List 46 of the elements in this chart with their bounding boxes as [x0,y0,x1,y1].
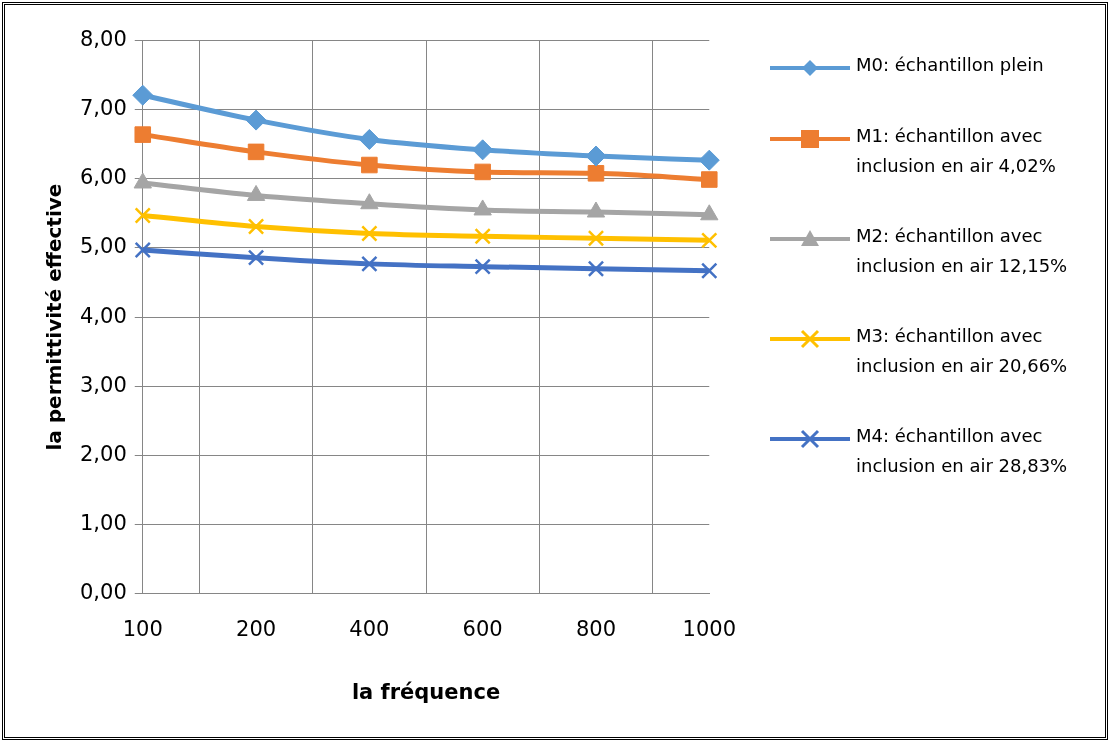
y-tick-label: 8,00 [79,27,127,52]
point [134,207,152,224]
legend-label: M3: échantillon avec inclusion en air 20,66% [856,324,1069,378]
legend-label: M1: échantillon avec inclusion en air 4,02% [856,124,1057,178]
point [701,171,718,188]
y-tick-label: 4,00 [79,303,127,328]
point [247,218,265,235]
point [134,241,152,259]
point [358,128,380,150]
x-tick-label: 800 [575,616,617,641]
x-tick-label: 200 [236,616,277,641]
point [361,156,378,174]
point [700,232,718,249]
point [585,145,607,167]
y-tick-label: 3,00 [79,372,127,397]
point [132,84,154,106]
point [247,249,265,266]
y-tick-label: 1,00 [79,510,127,535]
x-tick-label: 400 [349,616,390,641]
point [472,139,494,161]
point [361,225,378,242]
point [587,229,605,247]
x-tick-label: 100 [122,616,163,641]
point [587,260,605,278]
point [587,165,605,182]
point [700,262,718,280]
x-tick-label: 1000 [682,616,736,641]
point [361,255,378,273]
legend-label: M4: échantillon avec inclusion en air 28,83% [856,424,1069,478]
point [245,109,267,131]
y-tick-label: 5,00 [79,234,127,259]
y-tick-label: 6,00 [79,165,127,190]
point [474,163,491,181]
x-tick-label: 600 [462,616,503,641]
legend-label: M2: échantillon avec inclusion en air 12,15% [856,224,1069,278]
y-axis-title: la permittivité effective [42,183,67,451]
y-tick-label: 0,00 [79,580,127,605]
y-tick-label: 7,00 [79,96,127,121]
point [247,143,265,161]
point [474,258,491,275]
point [134,126,152,143]
point [698,149,720,171]
legend-label: M0: échantillon plein [856,53,1045,77]
point [474,227,491,245]
x-axis-title: la fréquence [351,679,501,704]
y-tick-label: 2,00 [79,441,127,466]
